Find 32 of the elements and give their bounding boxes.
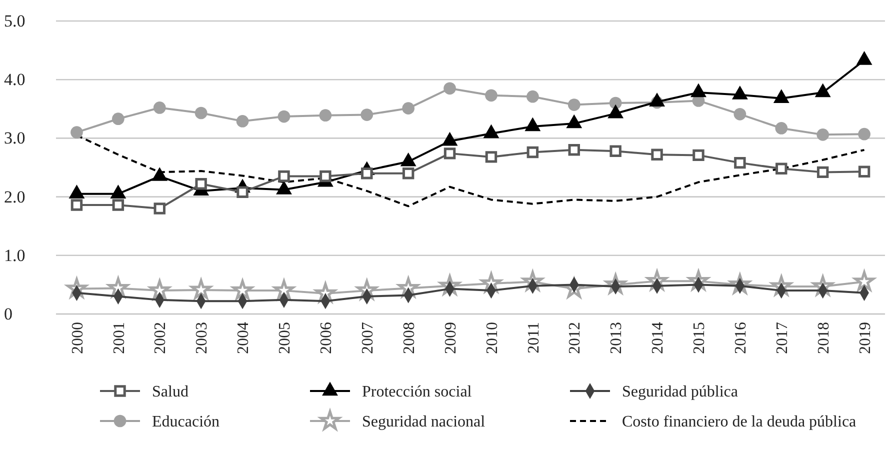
x-tick-label: 2001 — [110, 322, 128, 354]
x-tick-label: 2008 — [400, 322, 418, 354]
y-tick-label: 3.0 — [4, 128, 26, 148]
x-tick-label: 2012 — [566, 322, 584, 354]
legend-label: Seguridad pública — [622, 384, 738, 401]
x-tick-label: 2009 — [442, 322, 460, 354]
y-tick-label: 1.0 — [4, 246, 26, 265]
x-tick-label: 2011 — [525, 322, 542, 354]
x-tick-label: 2003 — [194, 322, 211, 354]
legend-label: Protección social — [362, 384, 472, 401]
y-tick-label: 4.0 — [4, 70, 26, 90]
x-tick-label: 2002 — [152, 322, 170, 354]
x-tick-label: 2013 — [608, 322, 626, 354]
x-tick-label: 2006 — [318, 322, 336, 354]
y-tick-label: 5.0 — [4, 11, 26, 30]
x-tick-label: 2019 — [856, 322, 874, 354]
legend-label: Salud — [152, 384, 188, 401]
legend-label: Seguridad nacional — [362, 414, 486, 431]
y-tick-label: 2.0 — [4, 187, 26, 206]
legend-label: Costo financiero de la deuda pública — [622, 414, 856, 431]
x-tick-label: 2014 — [650, 322, 667, 354]
x-tick-label: 2016 — [732, 322, 750, 354]
y-tick-label: 0 — [4, 304, 12, 324]
x-tick-label: 2004 — [235, 322, 252, 354]
x-tick-label: 2007 — [359, 322, 376, 354]
x-tick-label: 2005 — [276, 322, 294, 354]
x-tick-label: 2015 — [691, 322, 708, 354]
x-tick-label: 2017 — [774, 322, 791, 354]
x-tick-label: 2000 — [69, 322, 86, 354]
legend-label: Educación — [152, 414, 220, 431]
x-tick-label: 2018 — [815, 322, 832, 354]
x-tick-label: 2010 — [484, 322, 501, 354]
